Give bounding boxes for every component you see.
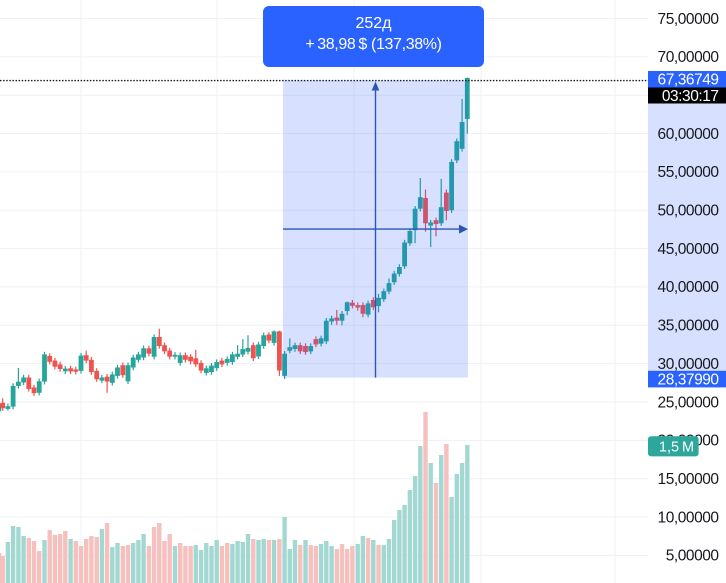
svg-text:10,00000: 10,00000	[658, 509, 720, 526]
svg-text:60,00000: 60,00000	[658, 126, 720, 143]
svg-text:70,00000: 70,00000	[658, 49, 720, 66]
svg-text:15,00000: 15,00000	[658, 471, 720, 488]
svg-text:67,36749: 67,36749	[658, 72, 719, 89]
svg-text:1,5 M: 1,5 M	[659, 440, 694, 456]
svg-text:50,00000: 50,00000	[658, 203, 720, 220]
svg-text:75,00000: 75,00000	[658, 11, 720, 28]
svg-text:25,00000: 25,00000	[658, 394, 720, 411]
svg-text:03:30:17: 03:30:17	[662, 88, 719, 105]
svg-text:55,00000: 55,00000	[658, 164, 720, 181]
svg-text:28,37990: 28,37990	[658, 371, 720, 388]
svg-text:30,00000: 30,00000	[658, 356, 720, 373]
svg-text:45,00000: 45,00000	[658, 241, 720, 258]
svg-text:35,00000: 35,00000	[658, 318, 720, 335]
svg-text:5,00000: 5,00000	[666, 548, 720, 565]
svg-text:40,00000: 40,00000	[658, 279, 720, 296]
